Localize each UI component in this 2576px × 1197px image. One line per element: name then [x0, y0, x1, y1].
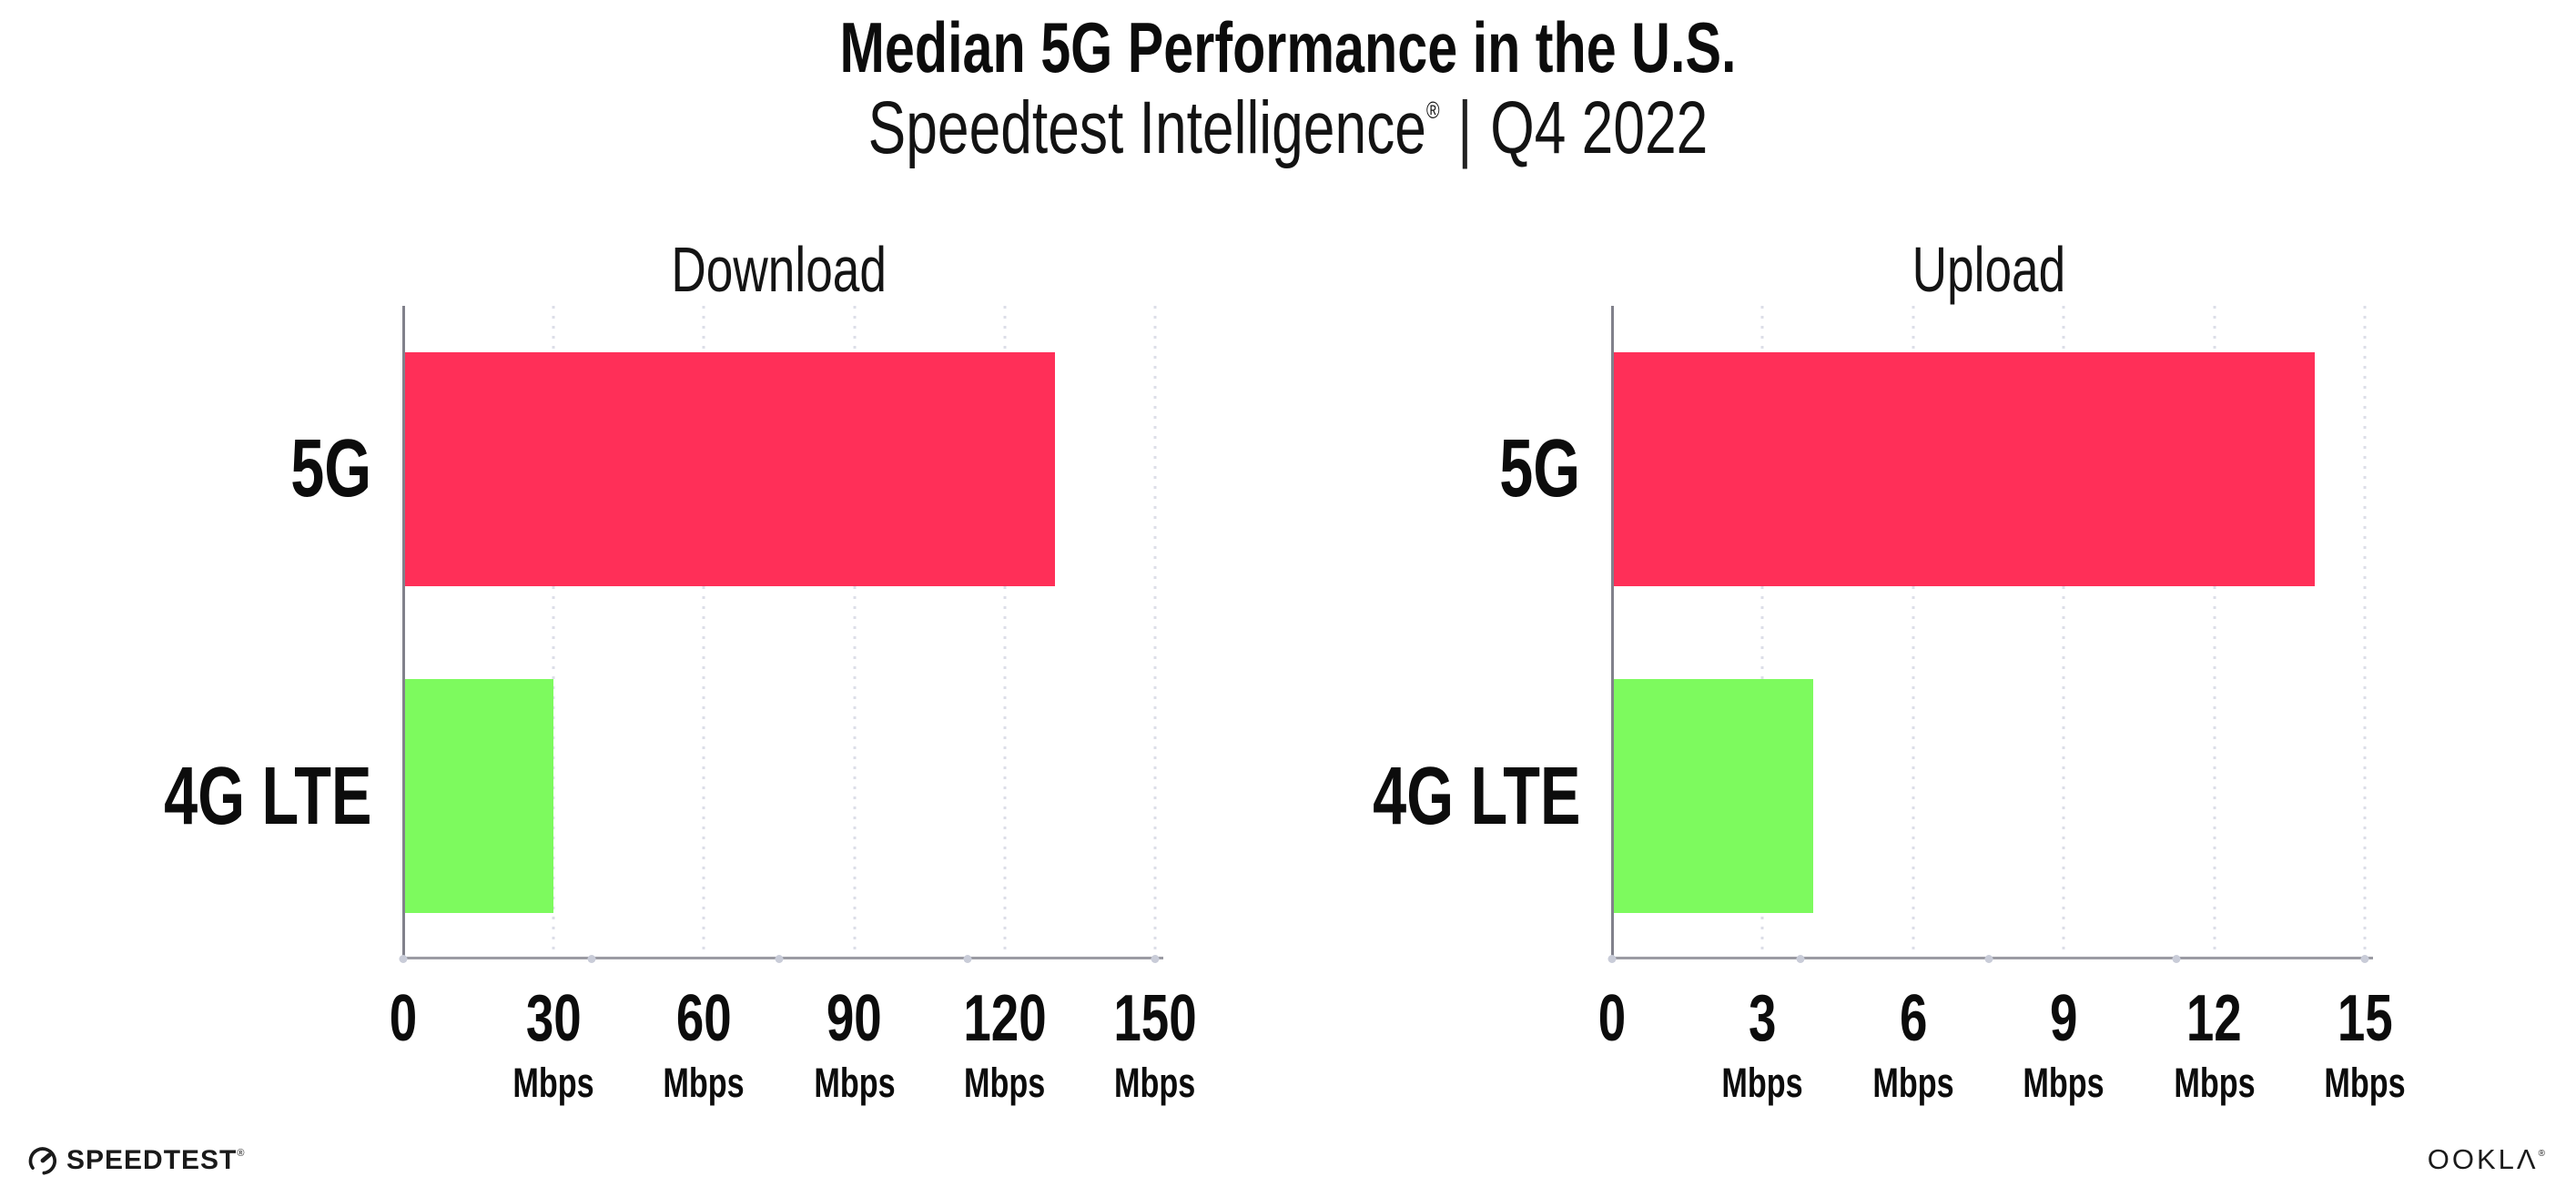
- axis-dot: [963, 955, 971, 963]
- registered-mark: ®: [2538, 1149, 2548, 1159]
- download-chart-title: Download: [671, 234, 887, 305]
- x-tick-150: 150 Mbps: [1113, 982, 1197, 1106]
- download-plot-area: 0 30 Mbps 60 Mbps 90 Mbps 120 Mbps 150 M…: [390, 306, 1197, 1103]
- upload-plot-area: 0 3 Mbps 6 Mbps 9 Mbps 12 Mbps 15 Mbps: [1598, 306, 2406, 1103]
- subtitle-separator: |: [1457, 86, 1473, 169]
- x-tick-60: 60 Mbps: [663, 982, 745, 1106]
- gridline: [1153, 306, 1157, 959]
- row-label-5g-upload: 5G: [1499, 423, 1580, 514]
- subtitle-period: Q4 2022: [1490, 86, 1709, 169]
- speedtest-gauge-icon: [28, 1147, 56, 1175]
- gridline: [2213, 306, 2216, 959]
- page-title: Median 5G Performance in the U.S.: [839, 7, 1737, 87]
- bar-4g-lte-upload: [1612, 679, 1813, 913]
- gridline: [552, 306, 555, 959]
- x-tick-9: 9 Mbps: [2023, 982, 2104, 1106]
- bar-5g-download: [403, 352, 1055, 586]
- x-tick-15: 15 Mbps: [2324, 982, 2406, 1106]
- axis-dot: [587, 955, 595, 963]
- axis-dot: [1151, 955, 1160, 963]
- ookla-logo: OOKLΛ®: [2428, 1143, 2548, 1176]
- speedtest-wordmark: SPEEDTEST®: [66, 1145, 246, 1175]
- page-subtitle: Speedtest Intelligence® | Q4 2022: [0, 91, 2576, 166]
- speedtest-logo: SPEEDTEST®: [27, 1141, 245, 1181]
- gridline: [1760, 306, 1764, 959]
- x-tick-0: 0: [389, 982, 418, 1055]
- x-tick-90: 90 Mbps: [813, 982, 896, 1106]
- axis-dot: [2172, 955, 2181, 963]
- y-axis-line: [1611, 306, 1614, 959]
- row-label-4g-lte-upload: 4G LTE: [1372, 751, 1580, 842]
- row-label-4g-lte-download: 4G LTE: [163, 751, 371, 842]
- gridline: [2363, 306, 2367, 959]
- axis-dot: [775, 955, 784, 963]
- axis-dot: [1984, 955, 1993, 963]
- upload-chart-title: Upload: [1912, 234, 2065, 305]
- x-tick-6: 6 Mbps: [1872, 982, 1954, 1106]
- gridline: [853, 306, 857, 959]
- x-tick-30: 30 Mbps: [512, 982, 594, 1106]
- axis-dot: [1607, 955, 1617, 963]
- axis-dot: [1796, 955, 1805, 963]
- x-tick-120: 120 Mbps: [963, 982, 1047, 1106]
- gridline: [702, 306, 705, 959]
- row-label-5g-download: 5G: [290, 423, 371, 514]
- bar-5g-upload: [1612, 352, 2315, 586]
- gridline: [2062, 306, 2065, 959]
- x-tick-3: 3 Mbps: [1721, 982, 1804, 1106]
- ookla-wordmark: OOKLΛ: [2427, 1143, 2539, 1175]
- y-axis-line: [402, 306, 405, 959]
- bar-4g-lte-download: [403, 679, 554, 913]
- axis-dot: [2360, 955, 2369, 963]
- x-tick-0: 0: [1597, 982, 1627, 1055]
- registered-mark: ®: [237, 1148, 246, 1159]
- gridline: [1912, 306, 1915, 959]
- axis-dot: [399, 955, 408, 963]
- registered-trademark-mark: ®: [1425, 96, 1440, 124]
- gridline: [1003, 306, 1007, 959]
- x-tick-12: 12 Mbps: [2173, 982, 2256, 1106]
- subtitle-brand: Speedtest Intelligence: [867, 86, 1426, 169]
